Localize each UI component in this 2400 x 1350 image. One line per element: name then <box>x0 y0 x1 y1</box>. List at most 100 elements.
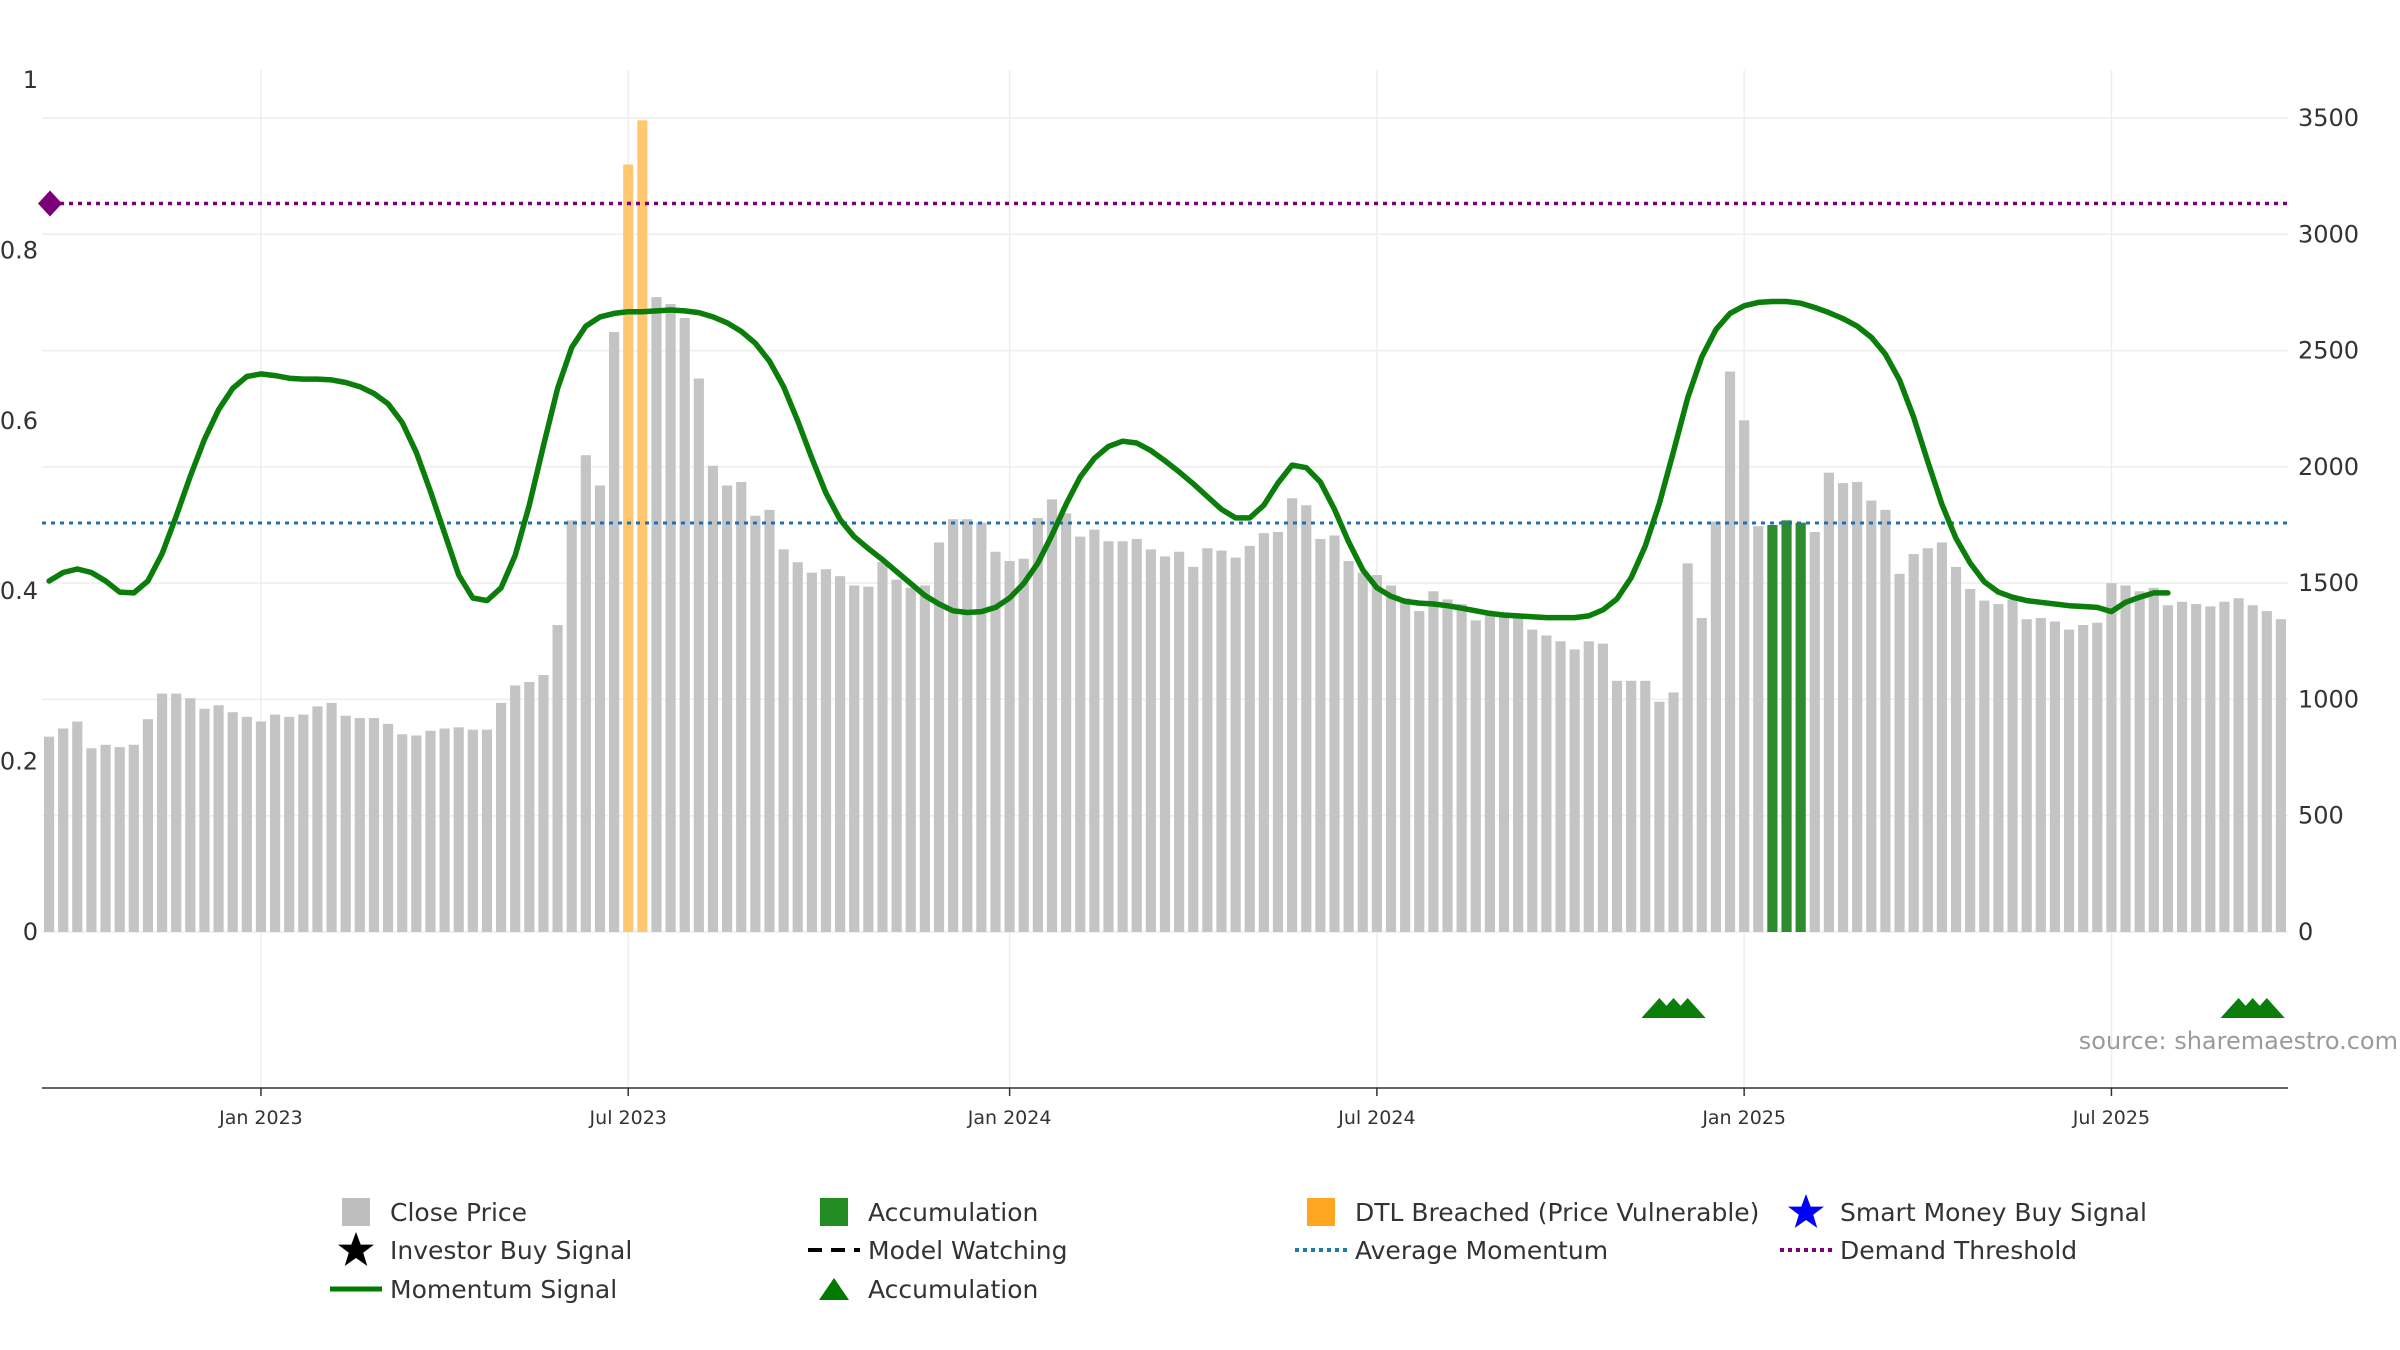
legend-square-icon <box>330 1195 382 1229</box>
close-price-bar <box>1597 643 1608 932</box>
legend-item: Momentum Signal <box>330 1272 617 1306</box>
close-price-bar <box>1823 472 1834 932</box>
close-price-bar <box>1527 629 1538 932</box>
axes <box>42 1087 2288 1096</box>
close-price-bar <box>679 318 690 932</box>
close-price-bar <box>1936 542 1948 932</box>
close-price-bar <box>58 728 69 932</box>
legend-item: Average Momentum <box>1295 1233 1608 1267</box>
legend-item: DTL Breached (Price Vulnerable) <box>1295 1195 1759 1229</box>
close-price-bar <box>990 551 1001 932</box>
close-price-bar <box>2219 601 2230 932</box>
close-price-bar <box>1117 541 1128 932</box>
close-price-bar <box>792 562 803 932</box>
accumulation-markers <box>1641 998 2285 1018</box>
close-price-bar <box>2007 599 2018 932</box>
close-price-bar <box>1555 641 1566 932</box>
x-tick-label: Jan 2023 <box>218 1107 303 1129</box>
close-price-bar <box>524 681 535 932</box>
close-price-bar <box>1753 526 1764 932</box>
left-tick-label: 0.6 <box>0 407 38 435</box>
close-price-bar <box>2134 591 2145 932</box>
momentum-signal-layer <box>46 298 2171 621</box>
close-price-bar <box>1216 550 1227 932</box>
close-price-bar <box>1866 500 1877 932</box>
close-price-bar <box>566 520 577 932</box>
close-price-bar <box>594 485 606 932</box>
close-price-bar <box>1089 529 1100 932</box>
right-axis-ticks: 0 500 1000 1500 2000 2500 3000 3500 <box>2298 104 2359 946</box>
close-price-bar <box>2078 625 2089 932</box>
legend-label: Momentum Signal <box>390 1274 618 1304</box>
close-price-bar <box>1174 551 1185 932</box>
close-price-bar <box>736 481 747 932</box>
legend-label: Accumulation <box>868 1197 1039 1227</box>
close-price-bar <box>1442 599 1453 932</box>
dtl-breached-bar <box>637 120 648 933</box>
x-tick-label: Jan 2025 <box>1701 1107 1786 1129</box>
close-price-bar <box>722 485 733 932</box>
legend-square-icon <box>808 1195 860 1229</box>
close-price-bar <box>1809 531 1820 932</box>
close-price-bar <box>1414 611 1425 932</box>
accumulation-bar <box>1767 525 1778 932</box>
close-price-bar <box>1710 521 1721 932</box>
legend-item: Smart Money Buy Signal <box>1780 1194 2147 1229</box>
close-price-bar <box>1583 641 1594 932</box>
close-price-bar <box>1965 588 1976 932</box>
close-price-bar <box>1739 420 1750 932</box>
close-price-bar <box>1287 498 1298 932</box>
legend-item: Demand Threshold <box>1780 1233 2077 1267</box>
close-price-bar <box>1230 557 1241 932</box>
close-price-bar <box>1272 531 1284 932</box>
close-price-bar <box>1018 558 1029 932</box>
legend-label: DTL Breached (Price Vulnerable) <box>1355 1197 1760 1227</box>
close-price-bar <box>439 728 450 932</box>
close-price-bar <box>849 585 860 932</box>
close-price-bar <box>142 719 154 932</box>
close-price-bar <box>2120 585 2131 932</box>
close-price-bar <box>326 702 337 932</box>
close-price-bar <box>2035 618 2046 932</box>
legend-label: Investor Buy Signal <box>390 1235 633 1265</box>
x-tick-label: Jul 2023 <box>589 1107 667 1129</box>
legend-triangle-icon <box>808 1272 860 1306</box>
close-price-bar <box>1131 538 1142 932</box>
close-price-bar <box>905 587 916 932</box>
close-price-bar <box>156 693 168 932</box>
left-tick-label: 0.4 <box>0 577 38 605</box>
close-price-bar <box>510 685 521 932</box>
close-price-bar <box>397 734 408 932</box>
close-price-bar <box>1513 618 1524 932</box>
close-price-bar <box>227 712 238 932</box>
close-price-bar <box>2063 629 2075 932</box>
close-price-bar <box>1611 680 1623 932</box>
close-price-bar <box>2205 606 2216 932</box>
close-price-bar <box>453 727 464 932</box>
right-tick-label: 2000 <box>2298 453 2359 481</box>
close-price-bar <box>2106 583 2117 932</box>
close-price-bar <box>1046 499 1058 932</box>
close-price-bar <box>1682 563 1693 932</box>
x-tick-label: Jul 2025 <box>2072 1107 2150 1129</box>
right-tick-label: 2500 <box>2298 337 2359 365</box>
legend-label: Average Momentum <box>1355 1235 1609 1265</box>
close-price-bar <box>764 509 775 932</box>
close-price-bar <box>114 747 125 932</box>
close-price-bar <box>411 735 422 932</box>
close-price-bar <box>1908 554 1919 932</box>
close-price-bar <box>382 723 394 932</box>
close-price-bar <box>1950 566 1962 932</box>
source-label: source: sharemaestro.com <box>2079 1027 2398 1055</box>
right-tick-label: 1500 <box>2298 569 2359 597</box>
close-price-bar <box>806 572 817 932</box>
x-tick-label: Jan 2024 <box>967 1107 1052 1129</box>
left-tick-label: 0 <box>23 918 38 946</box>
close-price-bar <box>72 721 83 932</box>
legend-line-icon <box>330 1272 382 1306</box>
close-price-bar <box>1188 566 1199 932</box>
legend-label: Accumulation <box>868 1274 1039 1304</box>
legend-item: Accumulation <box>808 1195 1038 1229</box>
close-price-bar <box>1301 505 1312 932</box>
right-tick-label: 1000 <box>2298 685 2359 713</box>
